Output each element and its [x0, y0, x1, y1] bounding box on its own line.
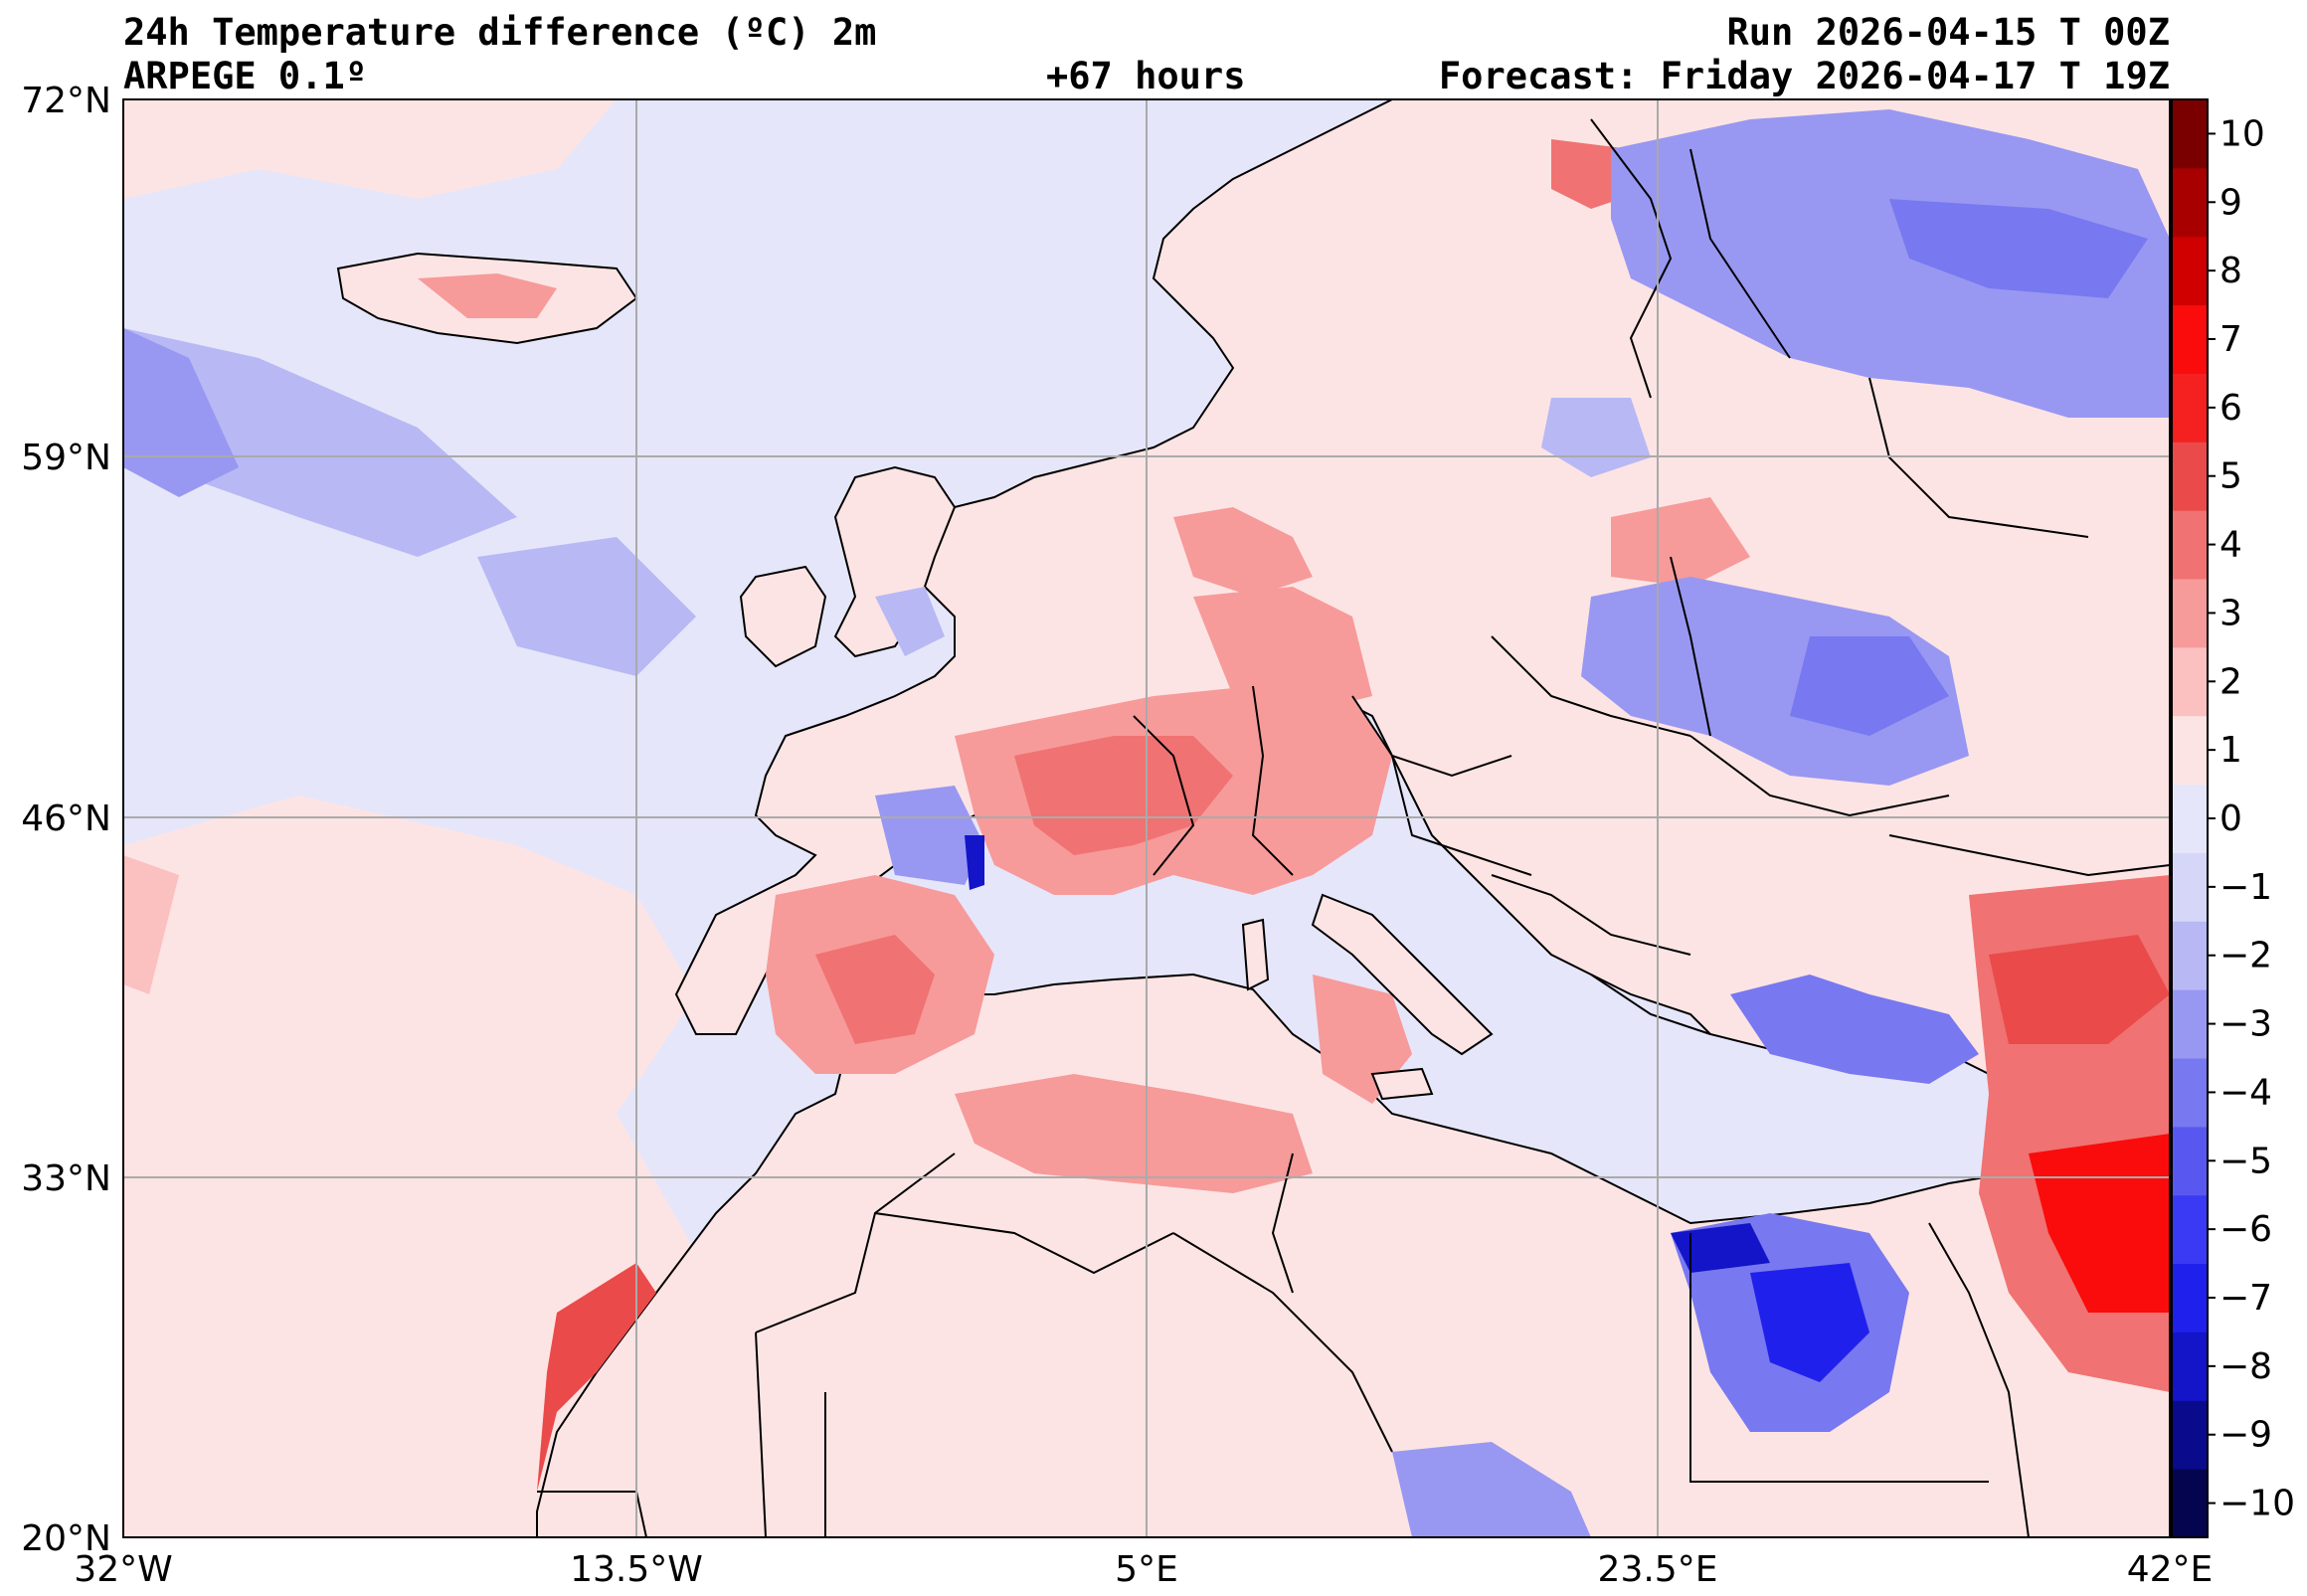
colorbar-swatch	[2172, 579, 2208, 648]
cold-region-libya-coast	[1671, 1223, 1770, 1273]
colorbar-swatch	[2172, 715, 2208, 786]
colorbar-tick-label: 7	[2219, 319, 2242, 360]
ireland	[739, 565, 827, 668]
lon-label: 32°W	[74, 1549, 172, 1590]
lat-label: 59°N	[21, 438, 111, 478]
lon-label: 13.5°W	[570, 1549, 703, 1590]
colorbar-swatch	[2172, 852, 2208, 922]
model-label: ARPEGE 0.1º	[123, 55, 368, 97]
colorbar-tick-label: −5	[2219, 1141, 2272, 1181]
lat-label: 33°N	[21, 1158, 111, 1199]
colorbar-swatch	[2172, 1126, 2208, 1196]
colorbar-tick-label: −2	[2219, 936, 2272, 976]
colorbar-swatch	[2172, 236, 2208, 306]
colorbar-swatch	[2172, 304, 2208, 374]
warm-region-west-sahara-coast	[537, 1263, 656, 1492]
warm-region-baltic	[1611, 497, 1750, 587]
cold-region-sahara-south	[1392, 1442, 1591, 1537]
colorbar-tick-label: 10	[2219, 113, 2265, 154]
lon-label: 23.5°E	[1598, 1549, 1718, 1590]
colorbar-tick-label: −10	[2219, 1484, 2295, 1524]
colorbar-swatch	[2172, 1263, 2208, 1332]
colorbar-swatch	[2172, 1194, 2208, 1265]
colorbar-swatch	[2172, 989, 2208, 1059]
colorbar-swatch	[2172, 510, 2208, 580]
colorbar-swatch	[2172, 784, 2208, 853]
warm-region-north-africa	[955, 1074, 1313, 1193]
colorbar-swatch	[2172, 373, 2208, 443]
colorbar-tick-label: 1	[2219, 730, 2242, 771]
colorbar-tick-label: −3	[2219, 1004, 2272, 1045]
colorbar-tick-label: −1	[2219, 867, 2272, 908]
colorbar-swatch	[2172, 167, 2208, 238]
colorbar-tick-label: 8	[2219, 251, 2242, 291]
lon-label: 42°E	[2127, 1549, 2214, 1590]
cold-patch	[477, 537, 696, 676]
warm-patch	[123, 855, 179, 994]
colorbar-tick-label: 6	[2219, 388, 2242, 429]
cold-patch	[123, 328, 239, 497]
corsica-sardinia	[1241, 918, 1270, 991]
run-label: Run 2026-04-15 T 00Z	[1726, 11, 2170, 54]
italy	[1311, 893, 1494, 1056]
colorbar-swatch	[2172, 1469, 2208, 1538]
colorbar-swatch	[2172, 99, 2208, 169]
cold-region-finland-russia	[1611, 109, 2170, 418]
colorbar-tick-label: 9	[2219, 182, 2242, 223]
warm-region-turkey-east	[1989, 935, 2170, 1044]
warm-region-south-scandinavia	[1173, 507, 1313, 597]
warm-region-iberia-core	[815, 935, 935, 1044]
lat-label: 46°N	[21, 798, 111, 839]
map-title: 24h Temperature difference (ºC) 2m	[123, 11, 877, 54]
gridlines	[123, 99, 2170, 1537]
colorbar-tick-label: 2	[2219, 661, 2242, 702]
cold-patch	[123, 328, 517, 557]
lat-label: 20°N	[21, 1518, 111, 1559]
warm-region-core	[1014, 736, 1233, 855]
cold-region-core	[1889, 199, 2148, 298]
colorbar-swatch	[2172, 1058, 2208, 1128]
warm-patch	[123, 99, 617, 199]
colorbar-tick-label: 3	[2219, 593, 2242, 633]
forecast-label: Forecast: Friday 2026-04-17 T 19Z	[1438, 55, 2170, 97]
map-frame	[122, 98, 2171, 1538]
warm-patch	[418, 273, 557, 318]
map-field	[123, 99, 2170, 1537]
colorbar-tick-label: −4	[2219, 1072, 2272, 1113]
colorbar-tick-label: −9	[2219, 1415, 2272, 1456]
cold-region-aegean	[1730, 975, 1979, 1084]
lead-time-label: +67 hours	[1046, 55, 1246, 97]
colorbar-tick-label: 5	[2219, 456, 2242, 497]
colorbar-tick-label: −6	[2219, 1209, 2272, 1250]
colorbar-tick-label: −8	[2219, 1346, 2272, 1387]
colorbar-swatch	[2172, 442, 2208, 511]
warm-region-germany	[1193, 587, 1372, 716]
country-borders	[537, 118, 2170, 1537]
cold-region-bay-of-biscay	[875, 786, 984, 885]
cold-region-gironde	[965, 835, 984, 890]
colorbar-tick-label: 4	[2219, 525, 2242, 566]
cold-region-core-east	[1790, 636, 1949, 736]
colorbar-swatch	[2172, 921, 2208, 990]
colorbar-swatch	[2172, 1400, 2208, 1470]
cold-region-core-egypt	[1750, 1263, 1869, 1382]
lon-label: 5°E	[1115, 1549, 1178, 1590]
cold-patch	[875, 587, 945, 656]
great-britain	[833, 465, 957, 658]
colorbar-tick-label: 0	[2219, 798, 2242, 839]
sicily	[1370, 1067, 1434, 1101]
lat-label: 72°N	[21, 81, 111, 121]
colorbar-swatch	[2172, 1331, 2208, 1401]
colorbar-tick-label: −7	[2219, 1278, 2272, 1319]
colorbar-swatch	[2172, 646, 2208, 717]
